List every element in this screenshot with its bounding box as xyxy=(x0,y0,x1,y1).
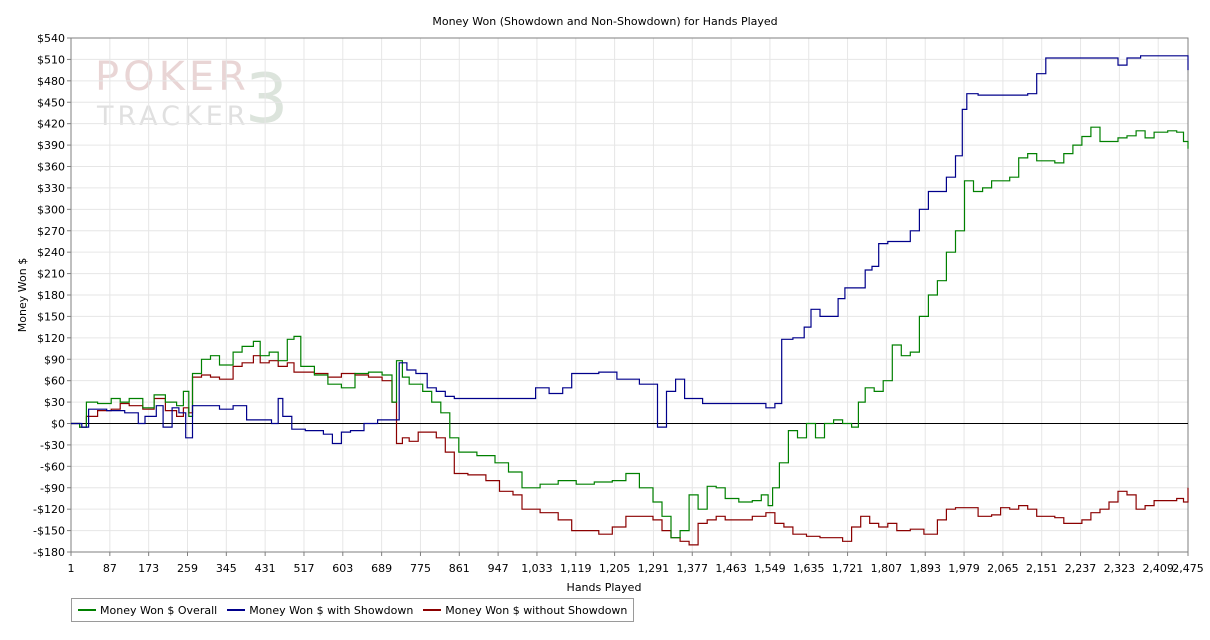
series-line-overall xyxy=(71,126,1189,539)
y-tick-label: -$180 xyxy=(33,546,65,559)
watermark-line1: POKER xyxy=(95,54,250,100)
x-tick-label: 431 xyxy=(255,562,276,575)
legend-item-non-showdown: Money Won $ without Showdown xyxy=(423,604,627,617)
series-line-with-showdown xyxy=(71,55,1189,445)
legend-swatch-non-showdown xyxy=(423,609,442,611)
x-tick-label: 1,463 xyxy=(715,562,747,575)
x-tick-label: 1,979 xyxy=(948,562,980,575)
x-tick-label: 2,475 xyxy=(1172,562,1204,575)
x-tick-label: 1,893 xyxy=(909,562,941,575)
y-tick-label: $30 xyxy=(44,396,65,409)
series-line-without-showdown xyxy=(71,355,1189,546)
y-tick-label: -$150 xyxy=(33,525,65,538)
legend-swatch-overall xyxy=(78,609,96,611)
x-tick-label: 1 xyxy=(68,562,75,575)
y-tick-label: $420 xyxy=(37,118,65,131)
y-tick-label: -$90 xyxy=(40,482,65,495)
x-tick-label: 775 xyxy=(410,562,431,575)
x-tick-label: 2,323 xyxy=(1104,562,1136,575)
x-tick-label: 2,237 xyxy=(1065,562,1097,575)
y-tick-label: -$30 xyxy=(40,439,65,452)
x-tick-label: 1,549 xyxy=(754,562,786,575)
y-tick-label: $270 xyxy=(37,225,65,238)
watermark-logo: POKER TRACKER 3 xyxy=(95,54,288,139)
y-tick-label: $120 xyxy=(37,332,65,345)
y-tick-label: $480 xyxy=(37,75,65,88)
x-tick-label: 1,033 xyxy=(521,562,553,575)
grid-layer xyxy=(67,37,1189,556)
x-tick-label: 603 xyxy=(332,562,353,575)
chart-title: Money Won (Showdown and Non-Showdown) fo… xyxy=(432,15,777,28)
x-tick-label: 1,291 xyxy=(638,562,670,575)
x-tick-label: 1,205 xyxy=(599,562,631,575)
x-tick-label: 173 xyxy=(138,562,159,575)
legend-item-overall: Money Won $ Overall xyxy=(78,604,217,617)
x-tick-labels: 1 87 173 259 345 431 517 603 689 775 861 947 1,033 1,… xyxy=(68,562,1204,575)
y-tick-label: $180 xyxy=(37,289,65,302)
series-layer xyxy=(71,55,1189,546)
x-tick-label: 1,635 xyxy=(793,562,825,575)
y-tick-label: $540 xyxy=(37,32,65,45)
x-tick-label: 2,065 xyxy=(987,562,1019,575)
x-tick-label: 1,377 xyxy=(677,562,709,575)
chart-legend: Money Won $ Overall Money Won $ with Sho… xyxy=(71,598,635,622)
x-tick-label: 1,807 xyxy=(871,562,903,575)
x-tick-label: 259 xyxy=(177,562,198,575)
y-tick-label: $330 xyxy=(37,182,65,195)
legend-swatch-showdown xyxy=(227,609,246,611)
x-tick-label: 345 xyxy=(216,562,237,575)
y-tick-label: $240 xyxy=(37,246,65,259)
plot-frame xyxy=(70,37,1189,553)
y-tick-label: $510 xyxy=(37,53,65,66)
x-tick-label: 947 xyxy=(488,562,509,575)
y-tick-label: $0 xyxy=(51,418,65,431)
y-tick-label: $60 xyxy=(44,375,65,388)
legend-item-showdown: Money Won $ with Showdown xyxy=(227,604,413,617)
legend-label-non-showdown: Money Won $ without Showdown xyxy=(445,603,628,617)
x-tick-label: 689 xyxy=(371,562,392,575)
watermark-line2: TRACKER xyxy=(96,101,250,132)
y-tick-label: -$60 xyxy=(40,460,65,473)
x-tick-label: 517 xyxy=(293,562,314,575)
x-tick-label: 1,721 xyxy=(832,562,864,575)
x-tick-label: 87 xyxy=(103,562,117,575)
y-tick-label: -$120 xyxy=(33,503,65,516)
y-axis-label: Money Won $ xyxy=(16,258,29,332)
y-tick-label: $210 xyxy=(37,268,65,281)
x-axis-label: Hands Played xyxy=(567,581,642,594)
y-tick-label: $360 xyxy=(37,161,65,174)
legend-label-showdown: Money Won $ with Showdown xyxy=(249,603,414,617)
x-tick-label: 861 xyxy=(449,562,470,575)
y-tick-label: $90 xyxy=(44,353,65,366)
legend-label-overall: Money Won $ Overall xyxy=(100,603,218,617)
x-tick-label: 2,409 xyxy=(1142,562,1174,575)
y-tick-label: $450 xyxy=(37,96,65,109)
x-tick-label: 1,119 xyxy=(560,562,592,575)
x-tick-label: 2,151 xyxy=(1026,562,1058,575)
y-tick-label: $390 xyxy=(37,139,65,152)
y-tick-label: $150 xyxy=(37,310,65,323)
y-tick-label: $300 xyxy=(37,203,65,216)
watermark-numeral: 3 xyxy=(245,60,288,139)
y-tick-labels: $540 $510 $480 $450 $420 $390 $360 $330 $300 $270… xyxy=(33,32,65,559)
